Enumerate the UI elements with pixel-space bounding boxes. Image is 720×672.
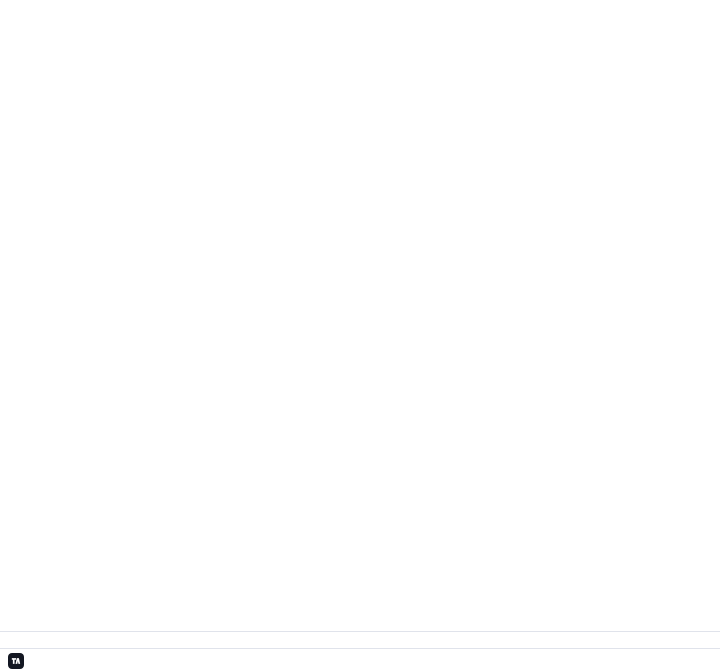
tradingview-logo-icon[interactable]	[8, 652, 24, 669]
footer-bar	[0, 648, 720, 672]
publish-attribution	[0, 0, 720, 18]
time-axis[interactable]	[0, 631, 720, 648]
